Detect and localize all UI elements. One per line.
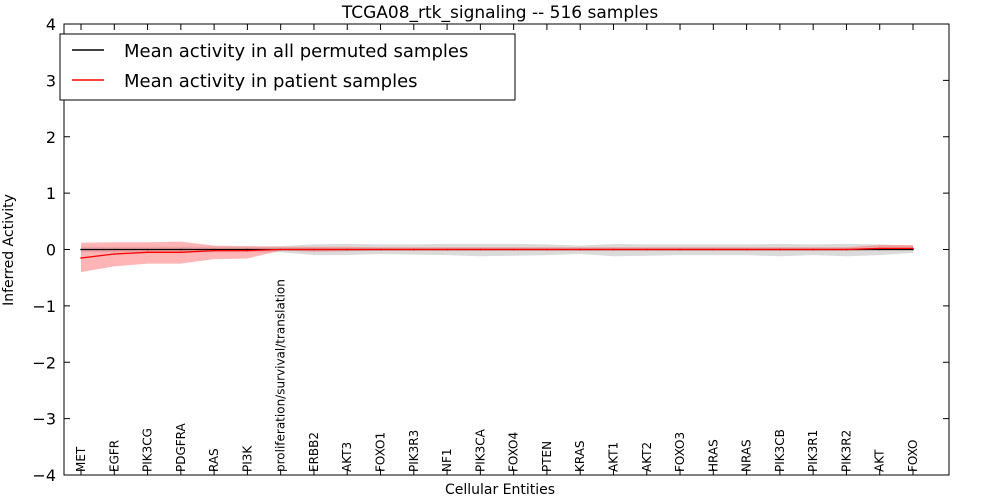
x-tick-label: FOXO4	[507, 432, 521, 472]
x-tick-label: NF1	[440, 448, 454, 472]
x-tick-label: HRAS	[706, 439, 720, 472]
line-patient	[80, 247, 913, 259]
point-patient	[246, 249, 249, 252]
point-patient	[313, 248, 315, 251]
y-tick-label: −4	[32, 466, 56, 485]
point-permuted	[146, 248, 149, 251]
x-tick-label: PIK3CA	[473, 428, 487, 472]
point-patient	[612, 248, 615, 251]
y-tick-label: −3	[32, 410, 56, 429]
point-permuted	[912, 248, 914, 251]
x-tick-label: PIK3CB	[773, 429, 787, 472]
point-patient	[912, 247, 914, 250]
x-tick-label: AKT	[873, 449, 887, 472]
legend: Mean activity in all permuted samples Me…	[59, 33, 516, 101]
point-patient	[579, 248, 581, 251]
x-tick-label: EGFR	[107, 440, 121, 472]
y-axis-label: Inferred Activity	[1, 194, 17, 306]
point-patient	[113, 253, 116, 255]
x-tick-label: PIK3R1	[806, 430, 820, 472]
point-patient	[346, 248, 349, 251]
legend-label-patient: Mean activity in patient samples	[124, 71, 418, 92]
x-tick-label: proliferation/survival/translation	[274, 279, 288, 472]
point-permuted	[246, 248, 249, 251]
x-tick-label: AKT3	[340, 442, 354, 472]
y-tick-label: 1	[46, 184, 56, 203]
x-tick-label: NRAS	[740, 439, 754, 472]
point-patient	[512, 248, 515, 251]
point-patient	[712, 248, 715, 251]
x-tick-label: KRAS	[573, 440, 587, 472]
point-permuted	[113, 248, 116, 251]
legend-label-permuted: Mean activity in all permuted samples	[124, 41, 468, 62]
point-patient	[80, 257, 82, 259]
point-patient	[213, 249, 215, 252]
point-permuted	[180, 248, 182, 251]
point-patient	[779, 248, 781, 251]
point-patient	[479, 248, 482, 251]
legend-box	[59, 33, 516, 101]
point-patient	[180, 251, 182, 254]
point-permuted	[213, 248, 215, 251]
point-patient	[146, 251, 149, 254]
x-tick-label: FOXO	[906, 440, 920, 472]
chart-title: TCGA08_rtk_signaling -- 516 samples	[341, 3, 659, 23]
y-tick-label: 3	[46, 71, 56, 90]
y-tick-label: −1	[32, 297, 56, 316]
x-tick-label: AKT1	[606, 442, 620, 472]
point-patient	[413, 248, 415, 251]
point-patient	[679, 248, 681, 251]
x-tick-label: MET	[74, 446, 88, 472]
x-axis: MET EGFR PIK3CG PDGFRA RAS PI3K proliferation/…	[74, 24, 920, 475]
point-patient	[845, 248, 848, 251]
x-tick-label: ERBB2	[307, 432, 321, 472]
y-tick-label: 2	[46, 128, 56, 147]
point-patient	[878, 247, 881, 250]
x-tick-label: RAS	[207, 448, 221, 472]
y-tick-label: 4	[46, 15, 56, 34]
y-tick-label: −2	[32, 353, 56, 372]
point-permuted	[80, 248, 82, 251]
x-axis-label: Cellular Entities	[445, 482, 555, 498]
x-tick-label: PIK3R2	[839, 430, 853, 472]
y-tick-label: 0	[46, 241, 56, 260]
x-tick-label: FOXO1	[374, 432, 388, 472]
point-patient	[446, 248, 448, 251]
series-lines	[80, 247, 914, 259]
y-axis: −4 −3 −2 −1 0 1 2 3 4	[32, 15, 949, 485]
point-patient	[646, 248, 648, 251]
x-tick-label: FOXO3	[673, 432, 687, 472]
x-tick-label: PTEN	[540, 441, 554, 472]
point-patient	[546, 248, 548, 251]
point-patient	[379, 248, 382, 251]
point-patient	[812, 248, 814, 251]
point-patient	[279, 248, 282, 251]
point-patient	[745, 248, 748, 251]
x-tick-label: PI3K	[240, 445, 254, 472]
point-permuted	[878, 248, 881, 251]
x-tick-label: AKT2	[640, 442, 654, 472]
x-tick-label: PIK3R3	[407, 430, 421, 472]
x-tick-label: PDGFRA	[174, 422, 188, 472]
x-tick-label: PIK3CG	[141, 428, 155, 472]
